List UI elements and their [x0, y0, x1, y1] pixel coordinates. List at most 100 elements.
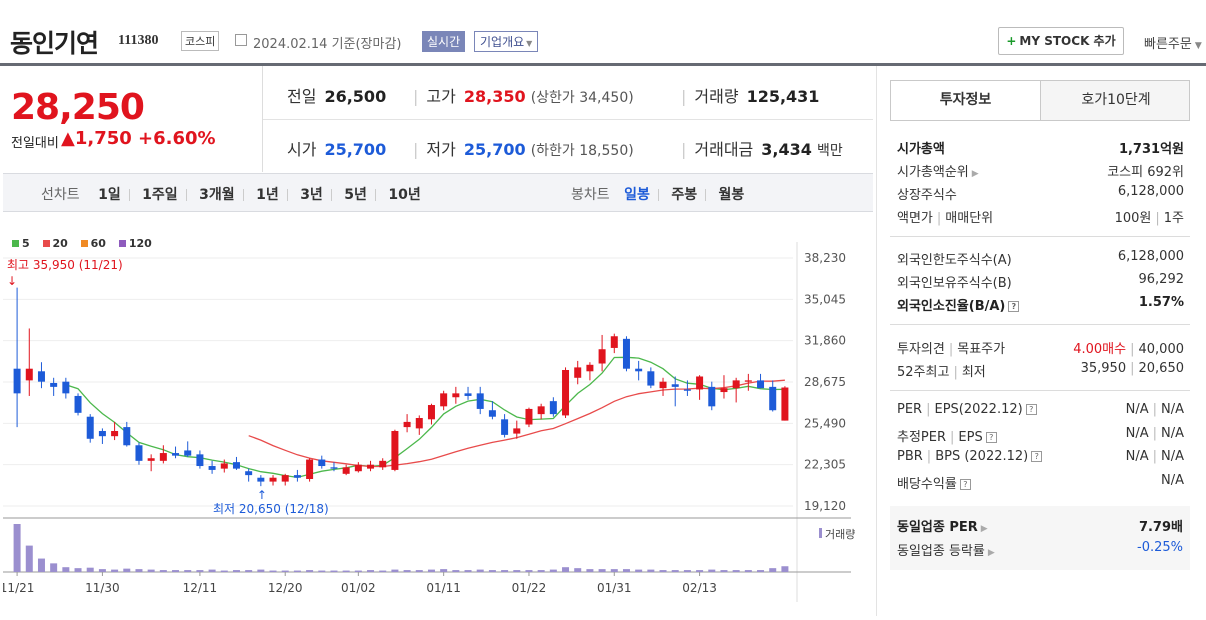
period-5y[interactable]: 5년 — [344, 187, 367, 203]
candle-body — [744, 380, 752, 382]
candle-body — [635, 368, 643, 372]
chevron-down-icon: ▼ — [1194, 41, 1202, 51]
volume-bar — [159, 570, 167, 572]
volume-bar — [25, 545, 33, 572]
candle-body — [269, 477, 277, 482]
section-divider — [890, 324, 1190, 325]
summary-row-divider — [263, 119, 873, 120]
volume-value: 125,431 — [746, 87, 820, 106]
volume-label: 거래량 — [694, 87, 739, 106]
candle-body — [781, 387, 789, 421]
low-value: 25,700 — [463, 140, 526, 159]
volume-bar — [220, 570, 228, 572]
volume-bar — [74, 568, 82, 572]
add-my-stock-label: MY STOCK 추가 — [1019, 34, 1116, 48]
period-weekly[interactable]: 주봉 — [671, 187, 698, 203]
plus-icon: + — [1006, 34, 1017, 48]
help-icon[interactable]: ? — [1008, 301, 1020, 312]
price-summary: 28,250 전일대비 ▲1,750 +6.60% 전일 26,500 | 고가 28… — [3, 66, 873, 172]
candle-body — [220, 463, 228, 469]
candle-body — [257, 477, 265, 482]
candle-body — [574, 367, 582, 378]
price-chart[interactable]: 5 20 60 120 38,230 35,045 31,860 28,675 25,4… — [0, 212, 873, 616]
candle-body — [379, 460, 387, 468]
help-icon[interactable]: ? — [959, 479, 971, 490]
volume-bar — [610, 569, 618, 572]
candle-body — [367, 464, 375, 469]
candle-body — [683, 389, 691, 391]
period-1d[interactable]: 1일 — [98, 187, 121, 203]
candle-body — [25, 368, 33, 381]
info-row[interactable]: 동일업종 등락률 ▶ -0.25% — [897, 540, 1183, 559]
candle-body — [62, 381, 70, 394]
trade-amount: | 거래대금 3,434 백만 — [681, 140, 843, 159]
candle-body — [293, 475, 301, 478]
tab-investment-info[interactable]: 투자정보 — [891, 81, 1041, 120]
volume-bar — [671, 570, 679, 572]
quick-order-dropdown[interactable]: 빠른주문 ▼ — [1144, 33, 1202, 52]
candle-body — [403, 421, 411, 428]
y-tick-label: 25,490 — [804, 416, 846, 430]
candle-body — [659, 381, 667, 389]
candle-body — [159, 453, 167, 461]
candle-body — [513, 428, 521, 434]
candle-body — [501, 419, 509, 435]
period-1w[interactable]: 1주일 — [142, 187, 178, 203]
volume-bar — [13, 524, 21, 572]
low-annotation: 최저 20,650 (12/18) — [213, 502, 329, 516]
volume-bar — [342, 570, 350, 572]
chevron-right-icon: ▶ — [971, 169, 979, 179]
candle-body — [720, 388, 728, 393]
tab-order-book[interactable]: 호가10단계 — [1081, 92, 1151, 108]
company-overview-dropdown[interactable]: 기업개요 ▼ — [474, 31, 539, 52]
candle-body — [13, 368, 21, 394]
candle-body — [452, 393, 460, 398]
volume-bar — [452, 570, 460, 572]
candle-body — [98, 430, 106, 437]
low-arrow-icon: ↑ — [257, 488, 267, 502]
period-3m[interactable]: 3개월 — [199, 187, 235, 203]
period-daily[interactable]: 일봉 — [624, 187, 650, 203]
info-row: 52주최고 | 최저 35,950 | 20,650 — [897, 361, 1184, 380]
add-my-stock-button[interactable]: + MY STOCK 추가 — [998, 27, 1124, 55]
candle-body — [488, 410, 496, 417]
candle-body — [440, 393, 448, 407]
calendar-icon — [235, 34, 247, 46]
summary-divider — [262, 66, 263, 172]
help-icon[interactable]: ? — [1031, 451, 1043, 462]
info-row[interactable]: 동일업종 PER ▶ 7.79배 — [897, 520, 1183, 535]
candle-body — [50, 382, 58, 387]
volume-bar — [354, 570, 362, 572]
volume-bar — [501, 570, 509, 572]
info-tabs: 투자정보 호가10단계 — [890, 80, 1190, 121]
legend-ma5-swatch — [12, 240, 19, 247]
period-monthly[interactable]: 월봉 — [718, 187, 745, 203]
company-overview-label: 기업개요 — [480, 35, 525, 49]
candle-body — [354, 464, 362, 472]
candle-body — [415, 418, 423, 429]
candle-body — [147, 458, 155, 461]
current-price: 28,250 — [11, 87, 145, 128]
help-icon[interactable]: ? — [985, 432, 997, 443]
volume-bar — [549, 569, 557, 572]
period-10y[interactable]: 10년 — [388, 187, 421, 203]
candle-body — [476, 393, 484, 409]
help-icon[interactable]: ? — [1025, 404, 1037, 415]
volume-bar — [135, 569, 143, 572]
info-row[interactable]: 시가총액순위 ▶ 코스피 692위 — [897, 165, 1184, 180]
period-3y[interactable]: 3년 — [300, 187, 323, 203]
volume-bar — [476, 569, 484, 572]
ma5-line — [65, 356, 785, 479]
legend-ma20: 20 — [42, 237, 68, 250]
candle-chart-label: 봉차트 — [571, 187, 610, 203]
volume-bar — [586, 569, 594, 572]
info-row: 배당수익률? N/A — [897, 473, 1184, 492]
x-tick-label: 11/21 — [3, 581, 34, 595]
volume-bar — [245, 570, 253, 572]
candle-body — [245, 471, 253, 476]
realtime-button[interactable]: 실시간 — [422, 31, 466, 52]
candle-body — [732, 380, 740, 389]
period-1y[interactable]: 1년 — [256, 187, 279, 203]
chevron-right-icon: ▶ — [980, 524, 988, 534]
y-tick-label: 28,675 — [804, 375, 846, 389]
